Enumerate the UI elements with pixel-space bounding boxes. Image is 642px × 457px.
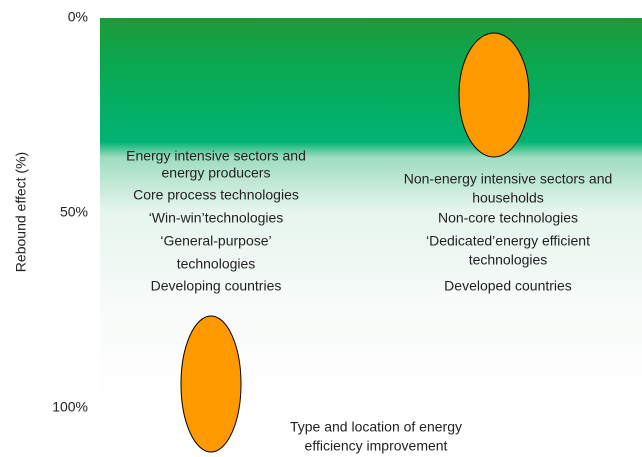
right-group-text: Developed countries xyxy=(444,278,572,294)
right-group-text: Non-energy intensive sectors and xyxy=(404,171,613,187)
right-group-text: Non-core technologies xyxy=(438,210,578,226)
left-group-text: ‘Win-win’technologies xyxy=(149,210,284,226)
left-group-text: Energy intensive sectors and xyxy=(126,148,306,164)
ellipse-high xyxy=(458,32,530,158)
right-group-text: technologies xyxy=(469,252,548,268)
y-tick-label: 50% xyxy=(60,204,88,220)
y-tick-label: 0% xyxy=(68,9,88,25)
ellipse-low xyxy=(180,315,242,453)
y-axis-label: Rebound effect (%) xyxy=(13,152,29,272)
x-axis-label: efficiency improvement xyxy=(305,438,448,454)
left-group-text: Developing countries xyxy=(151,278,282,294)
x-axis-label: Type and location of energy xyxy=(290,419,462,435)
left-group-text: Core process technologies xyxy=(133,187,299,203)
right-group-text: ‘Dedicated’energy efficient xyxy=(426,233,590,249)
left-group-text: technologies xyxy=(177,256,256,272)
left-group-text: energy producers xyxy=(162,165,271,181)
left-group-text: ‘General-purpose’ xyxy=(160,233,271,249)
right-group-text: households xyxy=(472,190,544,206)
y-tick-label: 100% xyxy=(52,399,88,415)
